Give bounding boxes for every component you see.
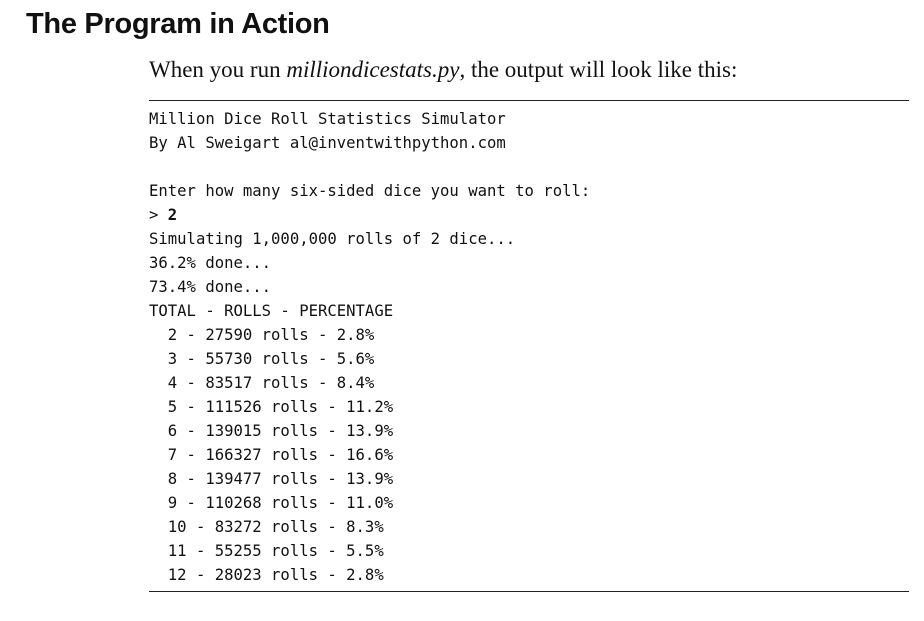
top-divider [149, 100, 909, 101]
section-heading: The Program in Action [26, 8, 330, 40]
console-input-line: > 2 [149, 203, 590, 227]
console-input-value: 2 [167, 206, 178, 224]
console-result-row: 7 - 166327 rolls - 16.6% [149, 446, 394, 464]
console-title-line: Million Dice Roll Statistics Simulator [149, 110, 506, 128]
console-table-header: TOTAL - ROLLS - PERCENTAGE [149, 302, 394, 320]
console-result-row: 3 - 55730 rolls - 5.6% [149, 350, 375, 368]
console-result-row: 9 - 110268 rolls - 11.0% [149, 494, 394, 512]
console-blank-line [149, 155, 590, 179]
console-result-row: 12 - 28023 rolls - 2.8% [149, 566, 384, 584]
intro-text-before: When you run [149, 57, 287, 82]
console-result-row: 11 - 55255 rolls - 5.5% [149, 542, 384, 560]
console-results-list: 2 - 27590 rolls - 2.8% 3 - 55730 rolls -… [149, 323, 590, 587]
console-result-row: 6 - 139015 rolls - 13.9% [149, 422, 394, 440]
console-result-row: 2 - 27590 rolls - 2.8% [149, 326, 375, 344]
console-prompt-line: Enter how many six-sided dice you want t… [149, 182, 591, 200]
bottom-divider [149, 591, 909, 592]
intro-text-after: , the output will look like this: [459, 57, 738, 82]
console-author-line: By Al Sweigart al@inventwithpython.com [149, 134, 506, 152]
console-input-prompt: > [149, 206, 168, 224]
console-result-row: 10 - 83272 rolls - 8.3% [149, 518, 384, 536]
intro-filename: milliondicestats.py [286, 57, 460, 82]
console-progress-line: 73.4% done... [149, 278, 272, 296]
intro-sentence: When you run milliondicestats.py, the ou… [149, 57, 737, 83]
console-result-row: 4 - 83517 rolls - 8.4% [149, 374, 375, 392]
console-result-row: 8 - 139477 rolls - 13.9% [149, 470, 394, 488]
console-progress-line: 36.2% done... [149, 254, 272, 272]
console-simulating-line: Simulating 1,000,000 rolls of 2 dice... [149, 230, 516, 248]
console-result-row: 5 - 111526 rolls - 11.2% [149, 398, 394, 416]
console-output: Million Dice Roll Statistics Simulator B… [149, 107, 590, 587]
